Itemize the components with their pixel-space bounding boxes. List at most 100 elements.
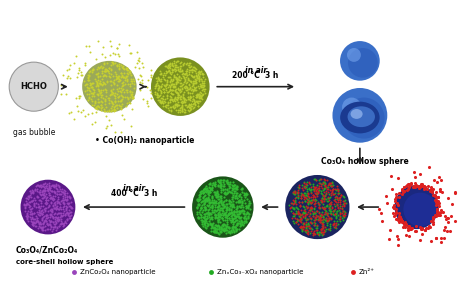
- Point: [62, 207, 70, 212]
- Point: [64, 194, 71, 199]
- Point: [174, 67, 182, 71]
- Point: [52, 217, 59, 221]
- Point: [75, 94, 83, 98]
- Point: [54, 187, 61, 192]
- Point: [330, 197, 337, 202]
- Point: [135, 56, 142, 61]
- Point: [313, 214, 320, 219]
- Point: [210, 190, 218, 195]
- Point: [24, 214, 32, 218]
- Point: [237, 219, 245, 223]
- Point: [216, 194, 224, 199]
- Point: [290, 205, 297, 210]
- Point: [90, 94, 98, 98]
- Point: [113, 63, 121, 67]
- Point: [432, 236, 439, 240]
- Point: [210, 228, 218, 233]
- Point: [197, 84, 204, 89]
- Point: [326, 207, 334, 211]
- Point: [42, 218, 50, 223]
- Point: [401, 221, 409, 226]
- Point: [109, 89, 116, 94]
- Point: [294, 193, 301, 198]
- Point: [197, 206, 205, 211]
- Point: [299, 188, 307, 193]
- Point: [318, 213, 326, 218]
- Point: [62, 198, 69, 202]
- Point: [103, 79, 110, 83]
- Point: [36, 183, 44, 187]
- Point: [428, 189, 436, 194]
- Point: [163, 82, 171, 87]
- Point: [169, 84, 176, 89]
- Point: [174, 59, 182, 64]
- Point: [230, 205, 237, 210]
- Point: [237, 205, 245, 209]
- Point: [448, 202, 456, 206]
- Point: [193, 94, 201, 98]
- Point: [35, 205, 42, 210]
- Point: [316, 229, 323, 234]
- Point: [55, 211, 63, 216]
- Point: [168, 78, 175, 83]
- Point: [219, 184, 226, 189]
- Point: [164, 105, 172, 110]
- Point: [434, 195, 442, 199]
- Point: [37, 183, 45, 187]
- Point: [202, 219, 210, 224]
- Point: [62, 193, 69, 197]
- Point: [185, 105, 192, 109]
- Point: [65, 214, 73, 218]
- Point: [307, 190, 315, 194]
- Point: [27, 215, 34, 219]
- Point: [27, 209, 35, 213]
- Point: [211, 192, 219, 196]
- Point: [178, 107, 186, 111]
- Point: [200, 202, 208, 206]
- Point: [56, 187, 64, 192]
- Point: [54, 191, 61, 196]
- Point: [168, 62, 176, 67]
- Point: [29, 222, 36, 227]
- Point: [105, 66, 112, 70]
- Point: [156, 99, 164, 104]
- Point: [42, 183, 50, 188]
- Point: [21, 209, 28, 213]
- Point: [199, 92, 206, 97]
- Point: [165, 89, 173, 93]
- Point: [107, 88, 115, 93]
- Point: [162, 73, 169, 77]
- Point: [294, 196, 301, 200]
- Point: [229, 212, 237, 216]
- Point: [219, 199, 227, 204]
- Point: [197, 93, 204, 97]
- Point: [215, 179, 222, 183]
- Point: [56, 191, 64, 196]
- Point: [84, 84, 91, 89]
- Point: [78, 73, 86, 77]
- Point: [433, 208, 441, 213]
- Point: [122, 104, 130, 108]
- Point: [106, 75, 113, 80]
- Point: [135, 59, 142, 63]
- Point: [90, 88, 98, 92]
- Point: [217, 183, 224, 188]
- Point: [336, 217, 343, 221]
- Point: [164, 90, 171, 94]
- Text: Co₃O₄ hollow sphere: Co₃O₄ hollow sphere: [321, 157, 409, 166]
- Point: [421, 227, 428, 232]
- Point: [327, 184, 334, 189]
- Point: [53, 192, 61, 196]
- Point: [336, 198, 344, 202]
- Point: [172, 108, 180, 113]
- Point: [228, 211, 236, 215]
- Point: [62, 198, 70, 202]
- Point: [201, 198, 209, 202]
- Point: [294, 185, 302, 190]
- Point: [196, 90, 204, 94]
- Point: [222, 207, 229, 212]
- Point: [131, 65, 139, 69]
- Point: [295, 211, 303, 215]
- Point: [42, 188, 49, 193]
- Point: [147, 74, 155, 79]
